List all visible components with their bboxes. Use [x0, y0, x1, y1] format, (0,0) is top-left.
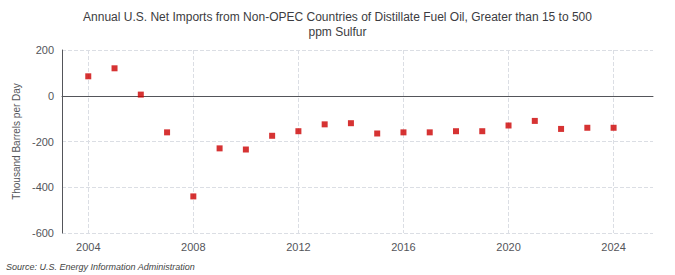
svg-text:Thousand Barrels per Day: Thousand Barrels per Day — [11, 83, 22, 200]
svg-text:-400: -400 — [32, 181, 54, 193]
svg-text:ppm Sulfur: ppm Sulfur — [308, 25, 366, 39]
svg-text:-600: -600 — [32, 227, 54, 239]
svg-text:2008: 2008 — [181, 241, 205, 253]
svg-text:200: 200 — [36, 44, 54, 56]
svg-text:2020: 2020 — [496, 241, 520, 253]
svg-text:Source: U.S. Energy Informatio: Source: U.S. Energy Information Administ… — [6, 262, 195, 272]
svg-text:2024: 2024 — [601, 241, 625, 253]
svg-text:2012: 2012 — [286, 241, 310, 253]
svg-text:2016: 2016 — [391, 241, 415, 253]
svg-text:0: 0 — [48, 90, 54, 102]
svg-text:-200: -200 — [32, 136, 54, 148]
svg-text:2004: 2004 — [76, 241, 100, 253]
svg-text:Annual U.S. Net Imports from N: Annual U.S. Net Imports from Non-OPEC Co… — [83, 10, 592, 24]
